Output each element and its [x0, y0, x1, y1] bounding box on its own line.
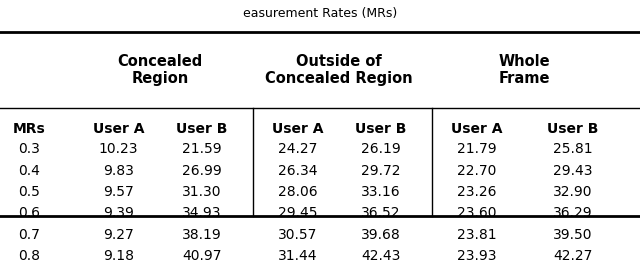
Text: 29.72: 29.72	[361, 164, 401, 178]
Text: 9.18: 9.18	[103, 249, 134, 260]
Text: 23.26: 23.26	[457, 185, 497, 199]
Text: easurement Rates (MRs): easurement Rates (MRs)	[243, 6, 397, 20]
Text: 32.90: 32.90	[553, 185, 593, 199]
Text: 21.79: 21.79	[457, 142, 497, 156]
Text: User B: User B	[176, 122, 227, 136]
Text: 9.83: 9.83	[103, 164, 134, 178]
Text: 38.19: 38.19	[182, 228, 221, 242]
Text: 36.52: 36.52	[361, 206, 401, 220]
Text: Concealed
Region: Concealed Region	[117, 54, 203, 86]
Text: 23.93: 23.93	[457, 249, 497, 260]
Text: 0.6: 0.6	[18, 206, 40, 220]
Text: User B: User B	[355, 122, 406, 136]
Text: User A: User A	[93, 122, 144, 136]
Text: 36.29: 36.29	[553, 206, 593, 220]
Text: 0.7: 0.7	[18, 228, 40, 242]
Text: MRs: MRs	[12, 122, 45, 136]
Text: Outside of
Concealed Region: Outside of Concealed Region	[266, 54, 413, 86]
Text: 40.97: 40.97	[182, 249, 221, 260]
Text: 25.81: 25.81	[553, 142, 593, 156]
Text: 26.34: 26.34	[278, 164, 317, 178]
Text: 42.27: 42.27	[553, 249, 593, 260]
Text: 9.57: 9.57	[103, 185, 134, 199]
Text: 21.59: 21.59	[182, 142, 221, 156]
Text: User A: User A	[272, 122, 323, 136]
Text: 30.57: 30.57	[278, 228, 317, 242]
Text: 22.70: 22.70	[457, 164, 497, 178]
Text: User A: User A	[451, 122, 502, 136]
Text: 31.30: 31.30	[182, 185, 221, 199]
Text: 31.44: 31.44	[278, 249, 317, 260]
Text: 9.27: 9.27	[103, 228, 134, 242]
Text: 26.19: 26.19	[361, 142, 401, 156]
Text: 39.68: 39.68	[361, 228, 401, 242]
Text: 0.5: 0.5	[18, 185, 40, 199]
Text: 10.23: 10.23	[99, 142, 138, 156]
Text: 26.99: 26.99	[182, 164, 221, 178]
Text: 9.39: 9.39	[103, 206, 134, 220]
Text: 29.43: 29.43	[553, 164, 593, 178]
Text: Whole
Frame: Whole Frame	[499, 54, 550, 86]
Text: 23.60: 23.60	[457, 206, 497, 220]
Text: 34.93: 34.93	[182, 206, 221, 220]
Text: 29.45: 29.45	[278, 206, 317, 220]
Text: 23.81: 23.81	[457, 228, 497, 242]
Text: 0.4: 0.4	[18, 164, 40, 178]
Text: 39.50: 39.50	[553, 228, 593, 242]
Text: 0.3: 0.3	[18, 142, 40, 156]
Text: 28.06: 28.06	[278, 185, 317, 199]
Text: 33.16: 33.16	[361, 185, 401, 199]
Text: 0.8: 0.8	[18, 249, 40, 260]
Text: User B: User B	[547, 122, 598, 136]
Text: 42.43: 42.43	[361, 249, 401, 260]
Text: 24.27: 24.27	[278, 142, 317, 156]
